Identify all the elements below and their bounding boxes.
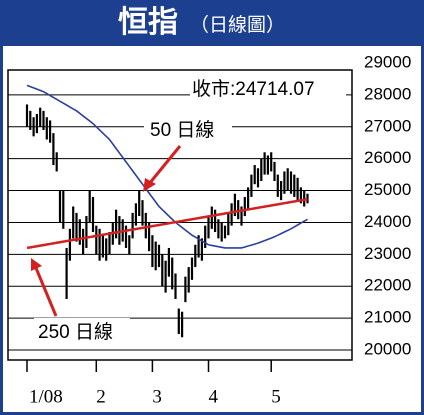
annotation-bg [144,118,232,144]
plot-border [7,69,353,361]
x-tick-label: 1/08 [29,386,63,407]
ma-line [26,84,308,249]
y-tick-label: 28000 [364,84,411,103]
x-tick-label: 5 [271,386,281,407]
arrow-head [143,178,156,192]
arrow [34,267,58,317]
ma-line [26,197,308,250]
y-tick-label: 27000 [364,116,411,135]
y-tick-label: 29000 [364,52,411,71]
x-tick-label: 2 [96,386,106,407]
annotation-bg [34,318,130,346]
y-tick-label: 22000 [364,276,411,295]
arrow-head [31,258,42,271]
y-tick-label: 24000 [364,212,411,231]
chart-title: 恒指 [118,6,178,39]
header-bar [0,0,424,46]
y-tick-label: 23000 [364,244,411,263]
arrow [147,145,182,185]
y-tick-label: 20000 [364,339,411,358]
chart-subtitle: （日線圖） [190,14,285,36]
y-tick-label: 21000 [364,308,411,327]
y-tick-label: 26000 [364,148,411,167]
close-label: 收市:24714.07 [192,78,315,100]
x-tick-label: 3 [152,386,162,407]
close-label-box [190,76,346,102]
annotation: 250 日線 [38,321,113,343]
y-tick-label: 25000 [364,180,411,199]
annotation: 50 日線 [150,119,214,141]
x-tick-label: 4 [209,386,219,407]
